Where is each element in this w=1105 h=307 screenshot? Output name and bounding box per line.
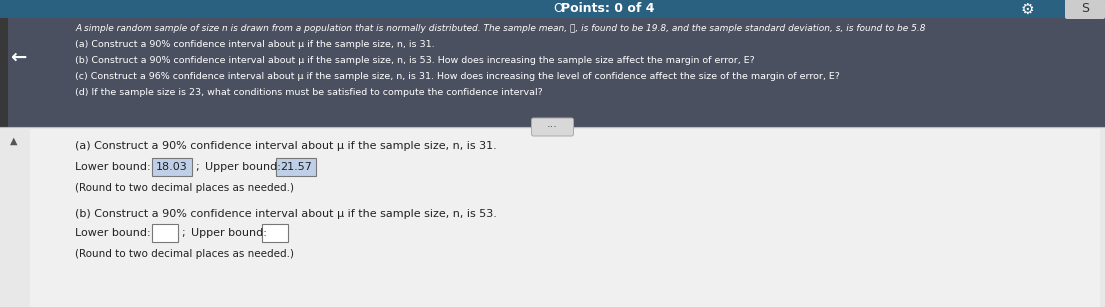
Text: ···: ··· [547,122,558,132]
Bar [0,0,1105,127]
FancyBboxPatch shape [152,158,192,176]
FancyBboxPatch shape [276,158,316,176]
Text: Upper bound:: Upper bound: [206,162,281,172]
Text: A simple random sample of size n is drawn from a population that is normally dis: A simple random sample of size n is draw… [75,24,926,33]
Text: (Round to two decimal places as needed.): (Round to two decimal places as needed.) [75,183,294,193]
Text: ;: ; [194,162,199,172]
Text: ▲: ▲ [10,136,18,146]
Text: Upper bound:: Upper bound: [191,228,267,238]
Text: Lower bound:: Lower bound: [75,162,150,172]
Text: ;: ; [181,228,185,238]
Text: (b) Construct a 90% confidence interval about μ if the sample size, n, is 53. Ho: (b) Construct a 90% confidence interval … [75,56,755,65]
Text: (d) If the sample size is 23, what conditions must be satisfied to compute the c: (d) If the sample size is 23, what condi… [75,88,543,97]
Text: (a) Construct a 90% confidence interval about μ if the sample size, n, is 31.: (a) Construct a 90% confidence interval … [75,141,497,151]
Text: ⚙: ⚙ [1021,2,1034,17]
FancyBboxPatch shape [152,224,178,242]
Text: (c) Construct a 96% confidence interval about μ if the sample size, n, is 31. Ho: (c) Construct a 96% confidence interval … [75,72,840,81]
Text: ←: ← [10,48,27,67]
FancyBboxPatch shape [1065,0,1105,19]
Text: S: S [1081,2,1090,15]
Bar [0,18,8,127]
Text: 18.03: 18.03 [156,162,188,172]
FancyBboxPatch shape [262,224,288,242]
Text: Lower bound:: Lower bound: [75,228,150,238]
Text: O: O [554,2,562,15]
Text: (b) Construct a 90% confidence interval about μ if the sample size, n, is 53.: (b) Construct a 90% confidence interval … [75,209,497,219]
Bar [0,0,1105,18]
Text: (a) Construct a 90% confidence interval about μ if the sample size, n, is 31.: (a) Construct a 90% confidence interval … [75,40,434,49]
Bar [30,129,1099,307]
Text: 21.57: 21.57 [280,162,312,172]
Text: (Round to two decimal places as needed.): (Round to two decimal places as needed.) [75,249,294,259]
FancyBboxPatch shape [532,118,573,136]
Text: Points: 0 of 4: Points: 0 of 4 [561,2,654,15]
